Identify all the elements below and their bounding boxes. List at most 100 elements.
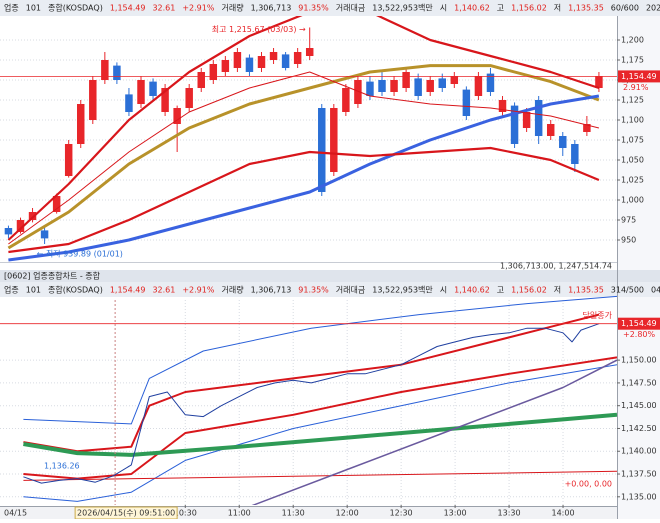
y-tick-label: 1,137.50 [621, 470, 657, 479]
candle-body [462, 89, 471, 116]
candle-body [113, 65, 121, 80]
line-series [251, 359, 617, 505]
series-layer [23, 295, 617, 505]
candle-body [571, 144, 579, 164]
line-series [7, 16, 600, 241]
x-tick-label: 10:30 [174, 509, 197, 518]
toolbar-item: 고 [497, 4, 504, 13]
toolbar-item: 1,156.02 [511, 286, 547, 295]
line-series [23, 412, 617, 457]
toolbar-item: 13,522,953백만 [372, 3, 433, 13]
candle-body [125, 94, 133, 112]
toolbar-item: 1,154.49 [110, 286, 146, 295]
candle-body [16, 220, 25, 232]
toolbar-item: 32.61 [152, 4, 175, 13]
price-label: 1,154.49 [621, 319, 657, 328]
change-label: +2.80% [623, 330, 656, 339]
y-tick-label: 1,145.00 [621, 401, 657, 410]
toolbar-item: 04/15 [651, 286, 660, 295]
toolbar-item: 101 [26, 286, 41, 295]
candle-body [342, 88, 350, 112]
y-tick-label: 1,125 [621, 96, 644, 105]
toolbar-item: 91.35% [298, 4, 329, 13]
series-layer [4, 16, 603, 262]
toolbar-item: 거래대금 [336, 4, 365, 13]
y-tick-label: 1,000 [621, 196, 644, 205]
candle-body [559, 136, 567, 148]
candle-body [378, 80, 386, 92]
line-series [8, 71, 600, 245]
toolbar-item: 1,306,713 [251, 286, 292, 295]
candle-body [233, 52, 242, 68]
candle-body [546, 124, 555, 136]
line-series [23, 356, 617, 480]
candle-body [221, 60, 230, 72]
axis-bg [617, 16, 660, 270]
toolbar-item: 거래량 [221, 285, 244, 295]
toolbar-item: 저 [554, 286, 561, 295]
candle-body [498, 100, 507, 112]
candle-body [426, 80, 434, 92]
candle-body [64, 144, 73, 176]
y-tick-label: 1,200 [621, 36, 644, 45]
zero-label: +0.00, 0.00 [565, 480, 612, 489]
candle-body [161, 88, 169, 112]
candle-body [414, 78, 422, 96]
candle-body [318, 108, 326, 192]
candle-body [522, 112, 531, 128]
toolbar-item: 시 [440, 286, 447, 295]
candle-body [583, 124, 591, 132]
candle-body [281, 54, 290, 68]
x-tick-label: 11:30 [282, 509, 305, 518]
volume-label: 1,306,713.00, 1,247,514.74 [500, 262, 612, 271]
price-box [618, 70, 660, 83]
y-tick-label: 1,175 [621, 56, 644, 65]
cursor-label: 2026/04/15(수) 09:51:00 [77, 509, 175, 518]
toolbar-item: 60/600 [611, 4, 639, 13]
y-tick-label: 1,140.00 [621, 447, 657, 456]
x-tick-label: 13:30 [498, 509, 521, 518]
y-tick-label: 1,100 [621, 116, 644, 125]
x-tick-label: 13:00 [444, 509, 467, 518]
candle-body [293, 52, 302, 64]
toolbar-item: 업종 [4, 4, 19, 13]
toolbar-item: 종합(KOSDAQ) [48, 286, 103, 295]
toolbar-bg [0, 0, 660, 16]
candle-body [534, 100, 543, 136]
line-series [23, 470, 617, 481]
toolbar-item: 1,135.35 [568, 286, 604, 295]
line-series [8, 146, 600, 254]
toolbar-item: 91.35% [298, 286, 329, 295]
toolbar-item: 1,135.35 [568, 4, 604, 13]
toolbar-item: 저 [554, 4, 561, 13]
y-tick-label: 1,025 [621, 176, 644, 185]
close-label: 당일종가 [583, 310, 613, 320]
toolbar-bg [0, 282, 660, 297]
candle-body [40, 230, 49, 239]
candle-body [185, 88, 193, 108]
line-series [7, 64, 600, 250]
candle-body [486, 73, 495, 92]
candle-body [4, 228, 13, 235]
line-series [23, 323, 600, 484]
price-label: 1,154.49 [621, 72, 657, 81]
low-label: ← 최저 939.89 (01/01) [37, 249, 123, 259]
toolbar-item: 1,140.62 [454, 286, 490, 295]
toolbar-item: 종합(KOSDAQ) [48, 4, 103, 13]
candle-body [390, 80, 398, 92]
window-title: [0602] 업종종합차트 - 종합 [4, 272, 101, 281]
price-box [618, 317, 660, 330]
y-tick-label: 1,075 [621, 136, 644, 145]
candle-body [173, 108, 181, 124]
x-tick-label: 11:00 [228, 509, 251, 518]
candle-body [245, 57, 254, 72]
toolbar-item: 314/500 [611, 286, 644, 295]
y-tick-label: 950 [621, 236, 636, 245]
line-series [23, 313, 600, 453]
candle-body [89, 80, 97, 120]
y-tick-label: 975 [621, 216, 636, 225]
axis-bg [617, 297, 660, 519]
toolbar-item: 시 [440, 4, 447, 13]
low-label: 1,136.26 [44, 462, 80, 471]
